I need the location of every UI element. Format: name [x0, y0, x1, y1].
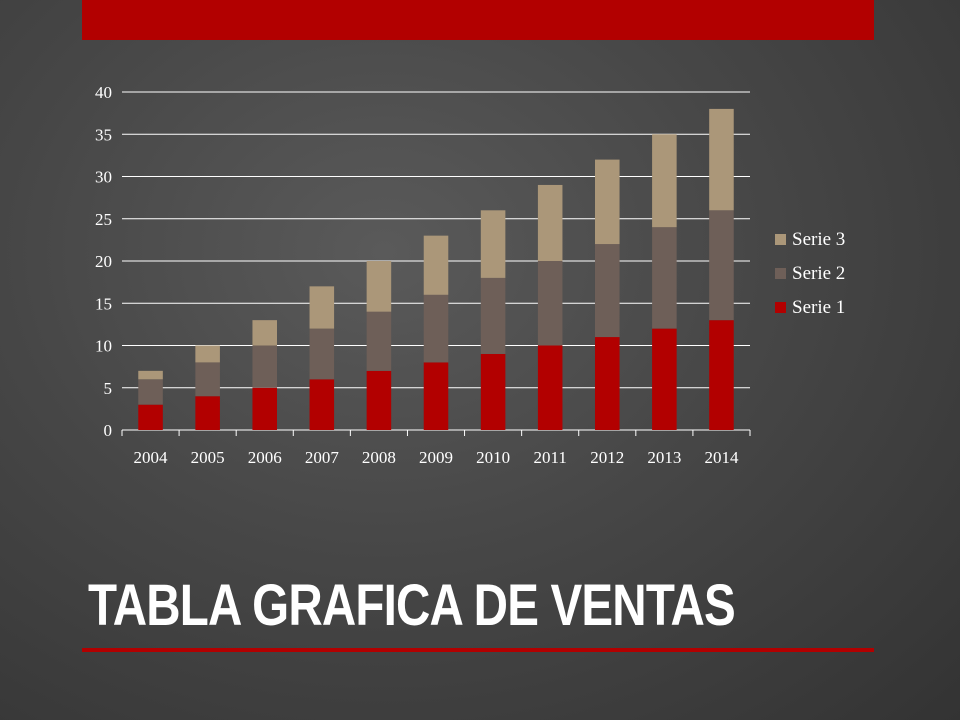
bar-serie-2-2005 — [195, 362, 220, 397]
legend-swatch — [775, 302, 786, 313]
bar-serie-1-2013 — [652, 328, 677, 430]
title-underline — [82, 648, 874, 652]
bar-serie-3-2013 — [652, 134, 677, 228]
y-tick-label: 15 — [95, 294, 112, 313]
y-tick-label: 10 — [95, 337, 112, 356]
slide-title: TABLA GRAFICA DE VENTAS — [88, 573, 736, 638]
bar-serie-1-2007 — [309, 379, 335, 430]
y-tick-label: 0 — [104, 421, 113, 440]
bar-serie-1-2005 — [195, 396, 220, 430]
y-tick-label: 30 — [95, 168, 112, 187]
x-tick-label: 2013 — [647, 448, 681, 467]
bar-serie-3-2006 — [252, 320, 278, 346]
y-tick-label: 40 — [95, 83, 112, 102]
bar-serie-2-2009 — [423, 294, 449, 363]
bar-serie-3-2009 — [423, 235, 449, 295]
bar-serie-3-2008 — [366, 261, 392, 312]
bar-serie-2-2008 — [366, 311, 392, 371]
bar-serie-1-2010 — [480, 353, 506, 430]
bar-serie-3-2011 — [537, 184, 563, 261]
bar-serie-3-2004 — [138, 370, 163, 380]
top-accent-bar — [82, 0, 874, 40]
legend-swatch — [775, 234, 786, 245]
legend-label: Serie 1 — [792, 297, 845, 318]
bar-serie-3-2012 — [594, 159, 620, 245]
x-tick-label: 2006 — [248, 448, 282, 467]
legend: Serie 3 Serie 2 Serie 1 — [775, 229, 845, 318]
y-tick-label: 35 — [95, 125, 112, 144]
bar-serie-2-2006 — [252, 345, 278, 388]
x-tick-label: 2014 — [704, 448, 739, 467]
legend-label: Serie 2 — [792, 263, 845, 284]
x-tick-label: 2004 — [134, 448, 169, 467]
bar-serie-2-2013 — [652, 227, 677, 329]
x-tick-label: 2008 — [362, 448, 396, 467]
bar-serie-3-2014 — [709, 108, 734, 211]
bar-serie-2-2011 — [537, 261, 563, 346]
bar-serie-2-2010 — [480, 277, 506, 354]
bar-serie-1-2009 — [423, 362, 449, 430]
bar-serie-1-2012 — [594, 337, 620, 430]
bar-serie-1-2011 — [537, 345, 563, 430]
bars — [138, 108, 734, 430]
y-tick-label: 20 — [95, 252, 112, 271]
bar-serie-3-2010 — [480, 210, 506, 278]
x-tick-label: 2005 — [191, 448, 225, 467]
y-tick-label: 5 — [104, 379, 113, 398]
legend-swatch — [775, 268, 786, 279]
bar-serie-1-2006 — [252, 387, 278, 430]
bar-serie-2-2004 — [138, 379, 163, 405]
x-tick-label: 2007 — [305, 448, 340, 467]
x-tick-label: 2012 — [590, 448, 624, 467]
legend-label: Serie 3 — [792, 229, 845, 250]
x-tick-label: 2010 — [476, 448, 510, 467]
bar-serie-1-2014 — [709, 320, 734, 430]
bar-serie-2-2012 — [594, 244, 620, 338]
bar-serie-2-2007 — [309, 328, 335, 380]
bar-serie-1-2008 — [366, 370, 392, 430]
x-tick-label: 2011 — [533, 448, 566, 467]
bar-serie-1-2004 — [138, 404, 163, 430]
bar-serie-2-2014 — [709, 210, 734, 321]
axes: 0 5 10 15 20 25 30 35 40 2004 2005 2006 2007 2008 2009… — [95, 83, 751, 467]
bar-serie-3-2007 — [309, 286, 335, 329]
y-tick-label: 25 — [95, 210, 112, 229]
x-tick-label: 2009 — [419, 448, 453, 467]
bar-serie-3-2005 — [195, 345, 220, 363]
